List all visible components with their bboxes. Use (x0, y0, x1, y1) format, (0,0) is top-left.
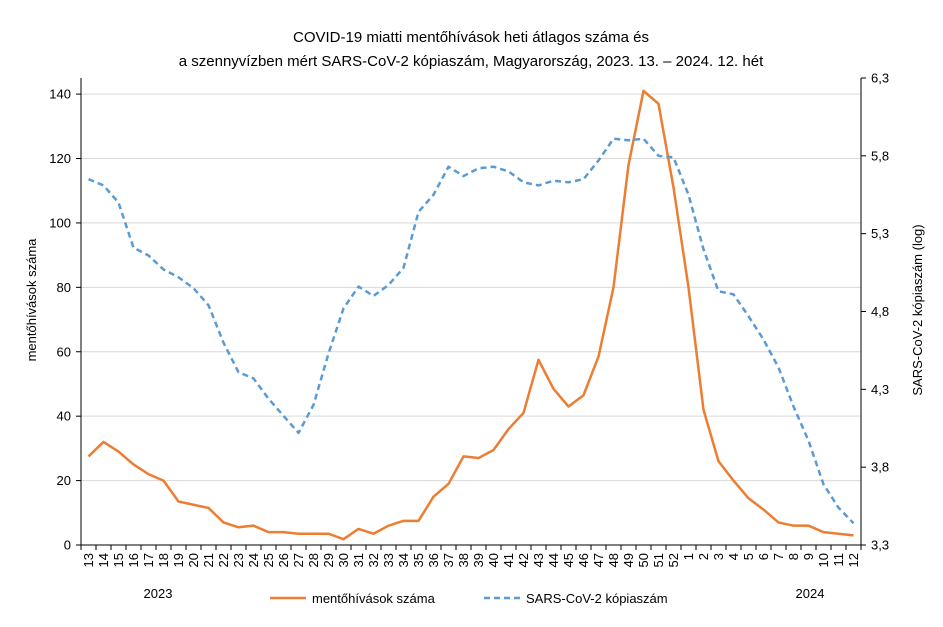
x-tick-label: 15 (111, 553, 126, 567)
x-tick-label: 6 (756, 553, 771, 560)
x-tick-label: 13 (81, 553, 96, 567)
legend: mentőhívások száma SARS-CoV-2 kópiaszám (270, 591, 668, 606)
x-tick-label: 2 (696, 553, 711, 560)
left-y-tick-label: 140 (49, 87, 71, 102)
x-tick-label: 10 (816, 553, 831, 567)
legend-label-calls: mentőhívások száma (312, 591, 436, 606)
year-label-2024: 2024 (796, 586, 825, 601)
year-label-2023: 2023 (144, 586, 173, 601)
x-tick-label: 18 (156, 553, 171, 567)
right-y-tick-label: 3,8 (871, 460, 889, 475)
x-tick-label: 17 (141, 553, 156, 567)
x-tick-label: 45 (561, 553, 576, 567)
chart-title-line-2: a szennyvízben mért SARS-CoV-2 kópiaszám… (179, 53, 764, 70)
series-lines (87, 89, 855, 541)
x-tick-label: 50 (636, 553, 651, 567)
x-tick-label: 35 (411, 553, 426, 567)
right-y-tick-label: 3,3 (871, 538, 889, 553)
x-tick-label: 40 (486, 553, 501, 567)
x-tick-label: 41 (501, 553, 516, 567)
x-tick-label: 22 (216, 553, 231, 567)
x-tick-label: 21 (201, 553, 216, 567)
x-tick-label: 8 (786, 553, 801, 560)
x-tick-label: 28 (306, 553, 321, 567)
x-tick-label: 29 (321, 553, 336, 567)
x-tick-label: 31 (351, 553, 366, 567)
x-tick-label: 44 (546, 553, 561, 567)
left-y-tick-label: 0 (64, 538, 71, 553)
x-tick-label: 12 (846, 553, 861, 567)
x-tick-label: 1 (681, 553, 696, 560)
x-tick-label: 3 (711, 553, 726, 560)
x-tick-label: 38 (456, 553, 471, 567)
x-tick-label: 32 (366, 553, 381, 567)
gridlines (81, 93, 861, 482)
x-tick-label: 43 (531, 553, 546, 567)
chart-title-line-1: COVID-19 miatti mentőhívások heti átlago… (293, 29, 649, 46)
right-y-tick-label: 6,3 (871, 71, 889, 86)
x-tick-label: 27 (291, 553, 306, 567)
right-y-tick-label: 5,8 (871, 148, 889, 163)
x-tick-label: 37 (441, 553, 456, 567)
x-tick-labels: 13 14 15 16 17 18 19 20 21 22 23 24 25 26 27 28 29 30 31 32… (81, 553, 861, 567)
right-y-axis-label: SARS-CoV-2 kópiaszám (log) (910, 224, 925, 395)
x-tick-label: 34 (396, 553, 411, 567)
x-tick-label: 7 (771, 553, 786, 560)
x-tick-label: 24 (246, 553, 261, 567)
x-tick-label: 48 (606, 553, 621, 567)
axes (76, 77, 866, 550)
x-tick-label: 30 (336, 553, 351, 567)
left-y-tick-label: 20 (57, 473, 71, 488)
series-line-calls (87, 89, 854, 541)
x-tick-label: 14 (96, 553, 111, 567)
x-tick-label: 47 (591, 553, 606, 567)
right-y-tick-label: 4,8 (871, 304, 889, 319)
right-y-tick-label: 5,3 (871, 226, 889, 241)
x-tick-label: 25 (261, 553, 276, 567)
left-y-tick-label: 100 (49, 215, 71, 230)
x-tick-label: 23 (231, 553, 246, 567)
right-y-tick-labels: 3,3 3,8 4,3 4,8 5,3 5,8 6,3 (871, 71, 889, 553)
x-tick-label: 36 (426, 553, 441, 567)
left-y-tick-labels: 0 20 40 60 80 100 120 140 (49, 87, 71, 553)
series-line-sars (88, 137, 855, 525)
left-y-tick-label: 40 (57, 409, 71, 424)
left-y-tick-label: 60 (57, 344, 71, 359)
x-tick-label: 46 (576, 553, 591, 567)
x-tick-label: 16 (126, 553, 141, 567)
left-y-axis-label: mentőhívások száma (24, 238, 39, 362)
x-tick-label: 9 (801, 553, 816, 560)
left-y-tick-label: 120 (49, 151, 71, 166)
x-tick-label: 52 (666, 553, 681, 567)
right-y-tick-label: 4,3 (871, 382, 889, 397)
x-tick-label: 11 (831, 553, 846, 567)
x-tick-label: 42 (516, 553, 531, 567)
x-tick-label: 5 (741, 553, 756, 560)
x-tick-label: 20 (186, 553, 201, 567)
left-y-tick-label: 80 (57, 280, 71, 295)
legend-label-sars: SARS-CoV-2 kópiaszám (526, 591, 668, 606)
x-tick-label: 4 (726, 553, 741, 560)
x-tick-label: 19 (171, 553, 186, 567)
x-tick-label: 33 (381, 553, 396, 567)
x-tick-label: 39 (471, 553, 486, 567)
x-tick-label: 51 (651, 553, 666, 567)
x-tick-label: 49 (621, 553, 636, 567)
x-tick-label: 26 (276, 553, 291, 567)
